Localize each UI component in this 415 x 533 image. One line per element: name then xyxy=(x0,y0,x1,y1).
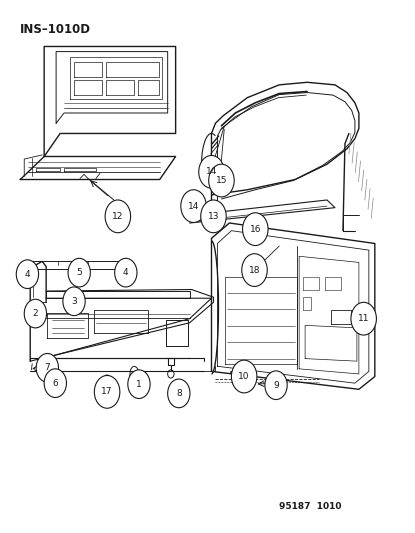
Text: 10: 10 xyxy=(238,372,250,381)
Text: 6: 6 xyxy=(52,378,58,387)
Text: 15: 15 xyxy=(216,176,227,185)
Circle shape xyxy=(209,164,234,197)
Text: 3: 3 xyxy=(71,297,77,306)
Text: 17: 17 xyxy=(101,387,113,397)
Circle shape xyxy=(115,259,137,287)
Circle shape xyxy=(242,213,268,246)
Text: 12: 12 xyxy=(112,212,124,221)
Circle shape xyxy=(199,156,224,188)
Text: 7: 7 xyxy=(44,364,50,373)
Circle shape xyxy=(36,353,59,382)
Circle shape xyxy=(44,369,66,398)
Text: 14: 14 xyxy=(206,167,217,176)
Circle shape xyxy=(168,379,190,408)
Text: 13: 13 xyxy=(208,212,219,221)
Circle shape xyxy=(16,260,39,288)
Text: 4: 4 xyxy=(24,270,30,279)
Circle shape xyxy=(105,200,131,233)
Text: 11: 11 xyxy=(358,314,369,323)
Circle shape xyxy=(265,371,287,400)
Circle shape xyxy=(94,375,120,408)
Text: INS–1010D: INS–1010D xyxy=(20,23,91,36)
Circle shape xyxy=(68,259,90,287)
Text: 8: 8 xyxy=(176,389,182,398)
Circle shape xyxy=(232,360,257,393)
Text: 9: 9 xyxy=(273,381,279,390)
Circle shape xyxy=(24,299,46,328)
Text: 95187  1010: 95187 1010 xyxy=(279,502,342,511)
Text: 1: 1 xyxy=(136,379,142,389)
Text: 4: 4 xyxy=(123,268,129,277)
Circle shape xyxy=(351,302,376,335)
Circle shape xyxy=(242,254,267,286)
Text: 2: 2 xyxy=(33,309,38,318)
Circle shape xyxy=(201,200,226,233)
Text: 16: 16 xyxy=(249,224,261,233)
Text: 14: 14 xyxy=(188,201,199,211)
Circle shape xyxy=(128,370,150,399)
Circle shape xyxy=(181,190,206,222)
Circle shape xyxy=(63,287,85,316)
Text: 5: 5 xyxy=(76,268,82,277)
Text: 18: 18 xyxy=(249,265,260,274)
